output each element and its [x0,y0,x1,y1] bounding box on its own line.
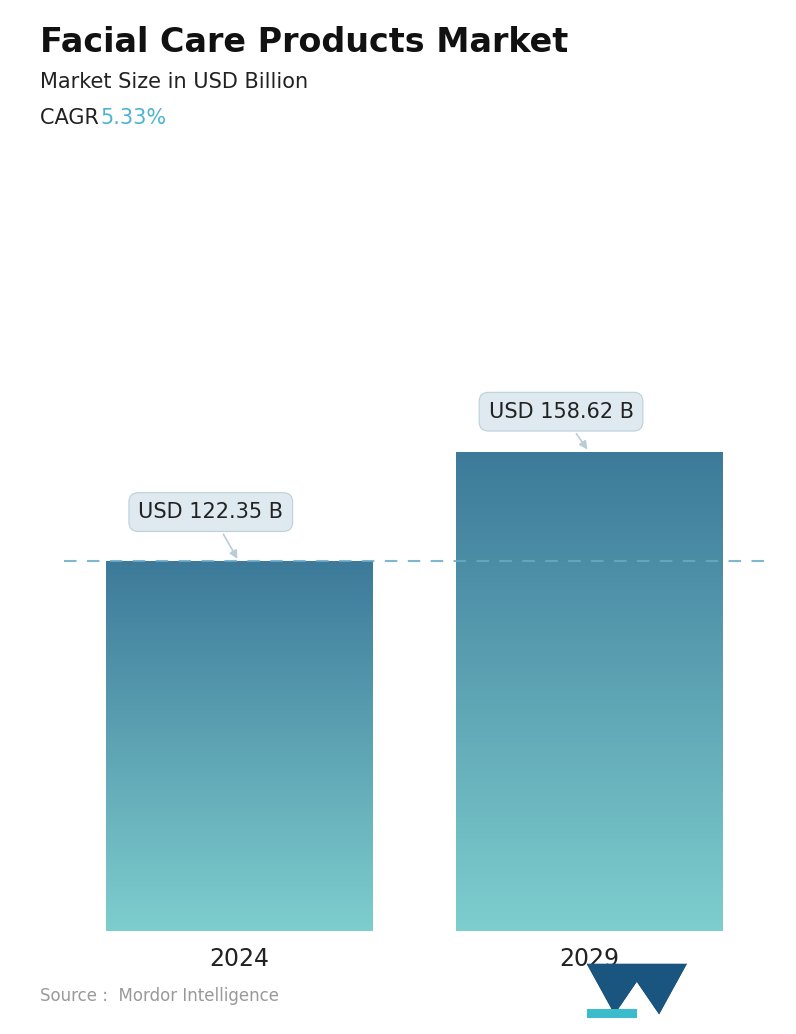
Polygon shape [587,964,687,1014]
Polygon shape [587,964,637,1014]
Text: USD 158.62 B: USD 158.62 B [489,401,634,448]
Text: Market Size in USD Billion: Market Size in USD Billion [40,72,308,92]
Text: Source :  Mordor Intelligence: Source : Mordor Intelligence [40,987,279,1005]
Text: CAGR: CAGR [40,108,105,127]
Polygon shape [637,964,687,1014]
Polygon shape [587,1008,637,1017]
Text: USD 122.35 B: USD 122.35 B [139,503,283,557]
Text: Facial Care Products Market: Facial Care Products Market [40,26,568,59]
Text: 5.33%: 5.33% [100,108,166,127]
